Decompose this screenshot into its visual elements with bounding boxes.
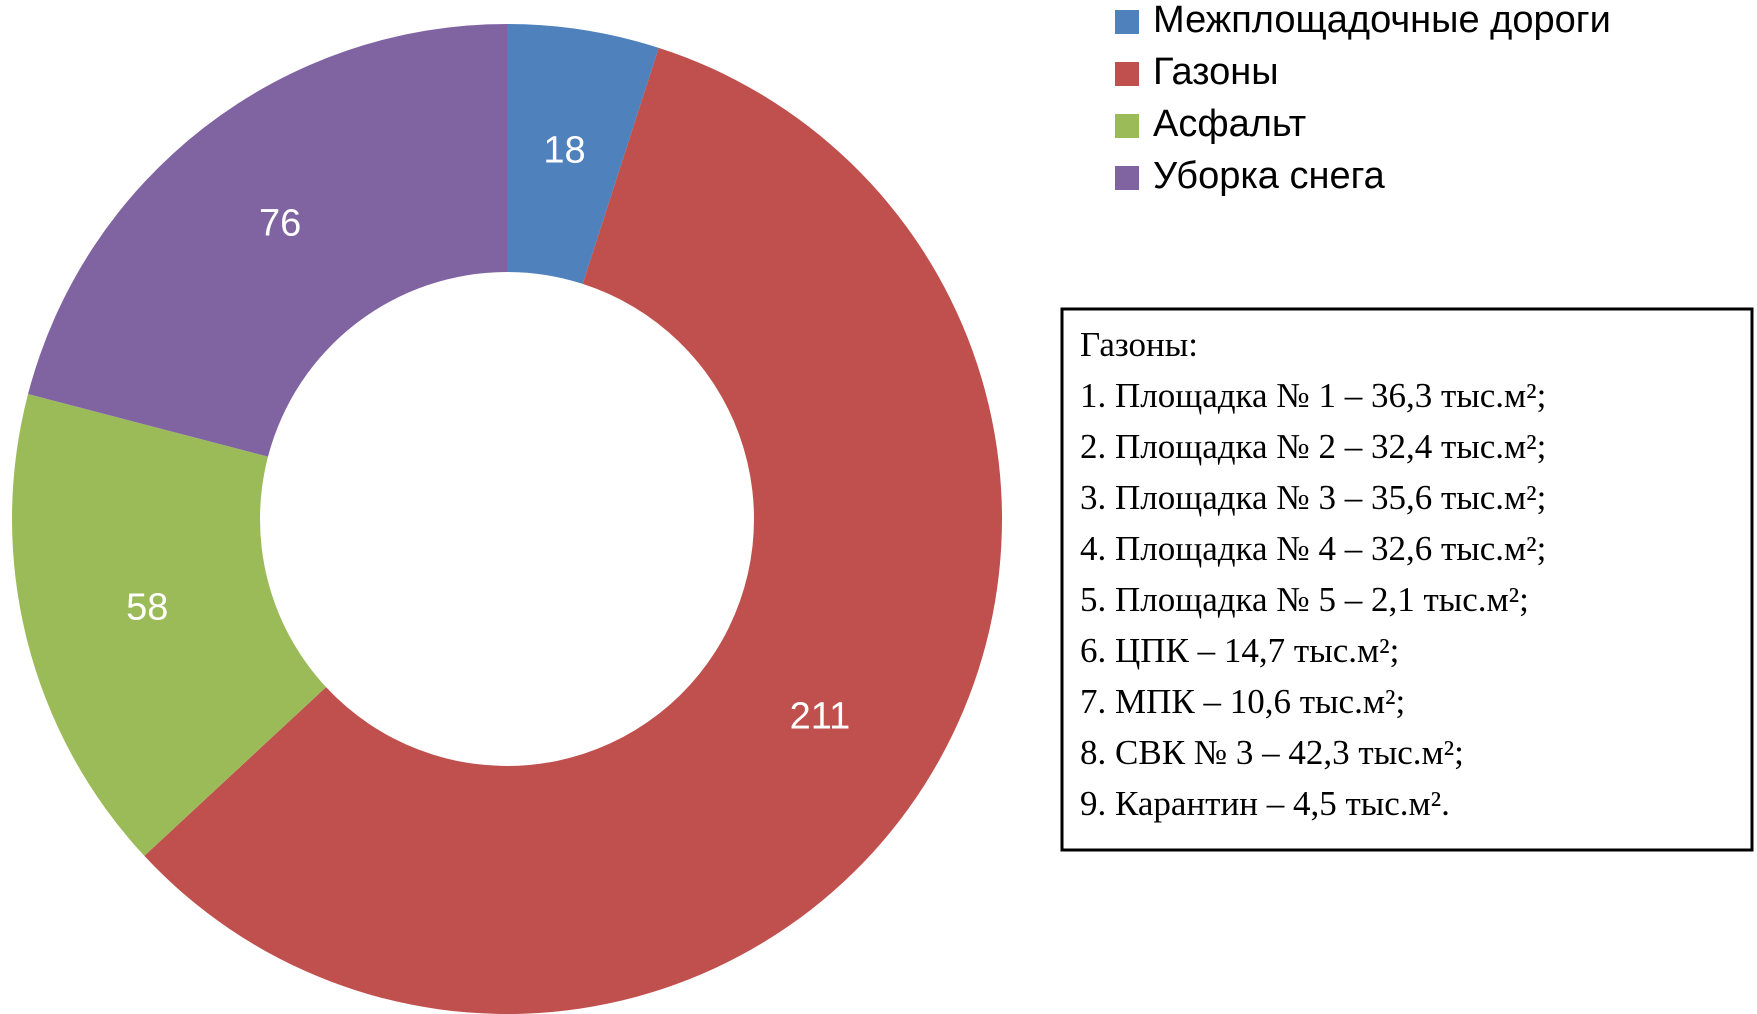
annotation-title: Газоны: xyxy=(1080,325,1198,364)
data-label: 211 xyxy=(790,695,851,737)
legend-label: Межплощадочные дороги xyxy=(1153,0,1611,41)
data-label: 76 xyxy=(259,202,301,244)
legend-label: Асфальт xyxy=(1153,103,1306,145)
donut-segment xyxy=(144,47,1002,1014)
donut-segment xyxy=(12,393,327,856)
annotation-item: 7. МПК – 10,6 тыс.м²; xyxy=(1080,682,1405,721)
annotation-item: 1. Площадка № 1 – 36,3 тыс.м²; xyxy=(1080,376,1546,415)
data-label: 18 xyxy=(543,130,585,172)
annotation-item: 5. Площадка № 5 – 2,1 тыс.м²; xyxy=(1080,580,1529,619)
annotation-item: 6. ЦПК – 14,7 тыс.м²; xyxy=(1080,631,1399,670)
annotation-item: 9. Карантин – 4,5 тыс.м². xyxy=(1080,784,1450,823)
annotation-item: 2. Площадка № 2 – 32,4 тыс.м²; xyxy=(1080,427,1546,466)
legend-swatch xyxy=(1115,10,1139,34)
data-label: 58 xyxy=(126,587,168,629)
annotation-item: 4. Площадка № 4 – 32,6 тыс.м²; xyxy=(1080,529,1546,568)
donut-segment xyxy=(507,24,659,284)
legend-swatch xyxy=(1115,166,1139,190)
annotation-box xyxy=(1060,307,1754,852)
annotation-item: 8. СВК № 3 – 42,3 тыс.м²; xyxy=(1080,733,1464,772)
legend-swatch xyxy=(1115,114,1139,138)
annotation-item: 3. Площадка № 3 – 35,6 тыс.м²; xyxy=(1080,478,1546,517)
legend-label: Уборка снега xyxy=(1153,155,1386,197)
donut-segment xyxy=(28,24,508,457)
legend-label: Газоны xyxy=(1153,51,1279,93)
legend-swatch xyxy=(1115,62,1139,86)
